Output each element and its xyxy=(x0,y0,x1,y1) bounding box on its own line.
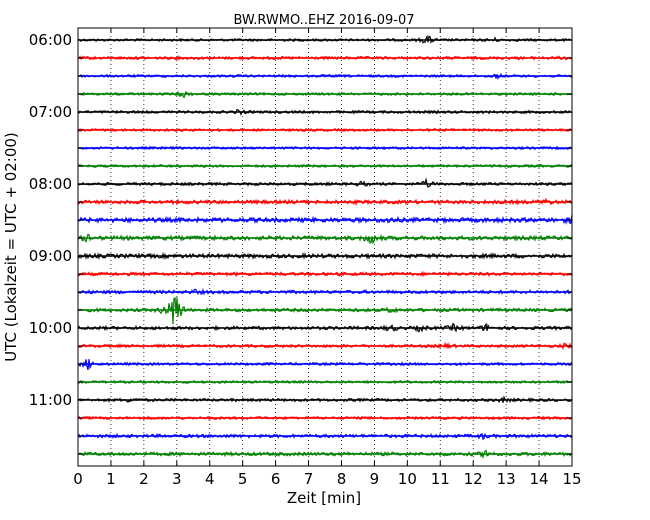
trace-0830 xyxy=(77,214,573,225)
chart-title: BW.RWMO..EHZ 2016-09-07 xyxy=(233,13,414,28)
plot-frame xyxy=(77,27,573,467)
traces xyxy=(77,34,573,460)
x-tick-label: 15 xyxy=(562,470,581,488)
x-axis-label: Zeit [min] xyxy=(287,489,361,507)
x-tick-label: 4 xyxy=(205,470,215,488)
x-tick-label: 1 xyxy=(106,470,116,488)
x-tick-label: 11 xyxy=(431,470,450,488)
x-tick-label: 14 xyxy=(530,470,549,488)
y-axis-ticks: 06:00 07:00 08:00 09:00 10:00 11:00 xyxy=(29,31,572,455)
x-tick-label: 12 xyxy=(464,470,483,488)
y-tick-label: 11:00 xyxy=(29,391,72,409)
x-axis-ticks: 0 1 2 3 4 5 6 7 8 9 10 11 12 13 14 15 xyxy=(73,28,582,488)
x-tick-label: 6 xyxy=(271,470,281,488)
y-tick-label: 07:00 xyxy=(29,103,72,121)
x-tick-label: 5 xyxy=(238,470,248,488)
x-tick-label: 3 xyxy=(172,470,182,488)
x-tick-label: 13 xyxy=(497,470,516,488)
x-tick-label: 2 xyxy=(139,470,149,488)
x-tick-label: 0 xyxy=(73,470,83,488)
y-tick-label: 09:00 xyxy=(29,247,72,265)
y-tick-label: 10:00 xyxy=(29,319,72,337)
y-axis-label: UTC (Lokalzeit = UTC + 02:00) xyxy=(2,132,20,362)
trace-0745 xyxy=(77,163,573,169)
x-tick-label: 9 xyxy=(370,470,380,488)
x-tick-label: 7 xyxy=(304,470,314,488)
x-tick-label: 8 xyxy=(337,470,347,488)
y-tick-label: 08:00 xyxy=(29,175,72,193)
y-tick-label: 06:00 xyxy=(29,31,72,49)
x-tick-label: 10 xyxy=(398,470,417,488)
